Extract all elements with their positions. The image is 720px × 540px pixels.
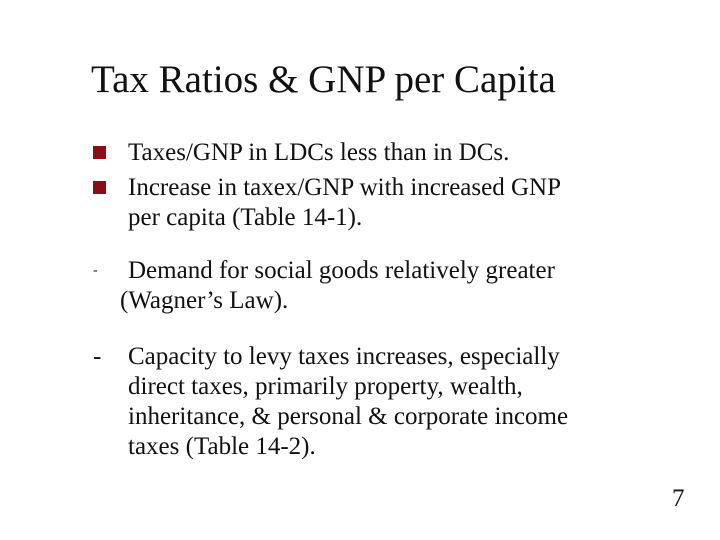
bullet-text: Increase in taxex/GNP with increased GNP… [128, 173, 720, 233]
slide-title: Tax Ratios & GNP per Capita [91, 58, 556, 101]
bullet-line: taxes (Table 14-2). [128, 433, 316, 460]
bullet-item: Taxes/GNP in LDCs less than in DCs. [93, 138, 700, 168]
bullet-marker [93, 138, 123, 159]
bullet-line: Increase in taxex/GNP with increased GNP [128, 174, 561, 201]
square-bullet-icon [93, 181, 106, 194]
bullet-text: Demand for social goods relatively great… [120, 256, 720, 316]
bullet-item: - Demand for social goods relatively gre… [93, 256, 700, 316]
bullet-text: Capacity to levy taxes increases, especi… [128, 342, 720, 462]
bullet-item: - Capacity to levy taxes increases, espe… [93, 342, 700, 462]
dash-bullet-icon: - [93, 343, 102, 370]
dash-bullet-icon: - [93, 263, 98, 278]
bullet-line: Capacity to levy taxes increases, especi… [128, 343, 560, 370]
bullet-line: Taxes/GNP in LDCs less than in DCs. [128, 139, 510, 166]
square-bullet-icon [93, 146, 106, 159]
bullet-line: (Wagner’s Law). [120, 287, 289, 314]
bullet-line: direct taxes, primarily property, wealth… [128, 373, 523, 400]
bullet-line: Demand for social goods relatively great… [128, 257, 555, 284]
bullet-item: Increase in taxex/GNP with increased GNP… [93, 173, 700, 233]
page-number: 7 [672, 485, 685, 512]
bullet-line: inheritance, & personal & corporate inco… [128, 403, 569, 430]
bullet-text: Taxes/GNP in LDCs less than in DCs. [128, 138, 720, 168]
bullet-line: per capita (Table 14-1). [128, 204, 363, 231]
bullet-marker [93, 173, 123, 194]
